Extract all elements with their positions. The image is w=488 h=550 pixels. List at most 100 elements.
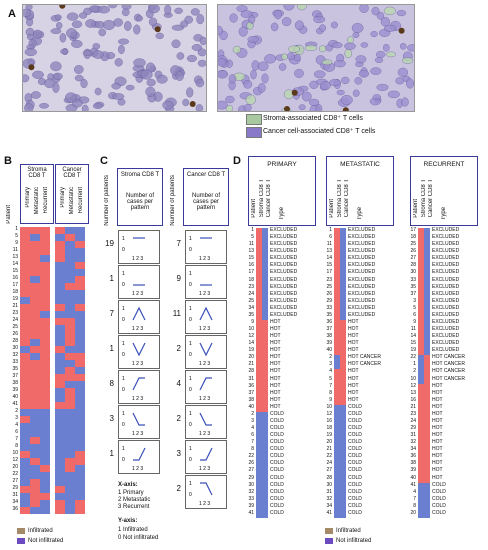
d-type-cell: EXCLUDED xyxy=(270,283,298,290)
cell-nucleus xyxy=(71,39,83,48)
d-type-cell: EXCLUDED xyxy=(432,318,460,325)
b-heat-cell xyxy=(55,458,65,466)
d-patient-number: 34 xyxy=(248,304,254,311)
c-pattern-line xyxy=(132,342,146,357)
cell-nucleus xyxy=(155,32,164,40)
legend-cancer-label: Cancer cell-associated CD8⁺ T cells xyxy=(263,128,376,135)
c-tick-y0: 0 xyxy=(189,387,192,393)
c-tick-y0: 0 xyxy=(189,457,192,463)
d-type-cell: EXCLUDED xyxy=(348,241,376,248)
d-patient-number: 23 xyxy=(410,410,416,417)
c-tick-x: 1 2 3 xyxy=(199,396,210,402)
b-heat-cell xyxy=(20,290,30,298)
d-infiltration-cell xyxy=(418,235,424,243)
d-type-cell: EXCLUDED xyxy=(348,262,376,269)
d-type-cell: HOT xyxy=(432,453,443,460)
d-infiltration-cell xyxy=(256,440,262,448)
d-type-cell: COLD xyxy=(270,481,284,488)
d-patient-number: 25 xyxy=(326,283,332,290)
c-header-cancer: Cancer CD8 T Number of cases per pattern xyxy=(183,168,229,226)
d-patient-number: 23 xyxy=(326,276,332,283)
b-heat-cell xyxy=(55,241,65,249)
d-infiltration-cell xyxy=(340,242,346,250)
d-infiltration-cell xyxy=(262,390,268,399)
d-patient-number: 27 xyxy=(326,467,332,474)
d-infiltration-cell xyxy=(340,503,346,512)
d-infiltration-cell xyxy=(256,369,262,377)
cell-nucleus xyxy=(199,36,206,46)
d-patient-number: 24 xyxy=(248,290,254,297)
b-heat-cell xyxy=(75,332,85,340)
c-pattern-plot: 1 0 1 2 3 xyxy=(118,265,160,299)
c-pattern-line xyxy=(199,306,213,321)
c-pattern-plot: 1 0 1 2 3 xyxy=(185,335,227,369)
d-type-cell: COLD xyxy=(348,502,362,509)
c-tick-y1: 1 xyxy=(122,271,125,277)
c-pattern-count: 1 xyxy=(109,449,114,458)
c-yaxis-item-1: 1 Infiltrated xyxy=(118,527,148,533)
cell-nucleus xyxy=(162,100,174,110)
b-heat-cell xyxy=(30,241,40,249)
d-infiltration-cell xyxy=(340,454,346,462)
b-heat-cell xyxy=(65,325,75,333)
cell-nucleus xyxy=(97,5,110,14)
d-type-cell: EXCLUDED xyxy=(432,340,460,347)
d-type-cell: HOT xyxy=(432,410,443,417)
cell-nucleus xyxy=(112,93,125,100)
d-infiltration-cell xyxy=(418,305,424,314)
d-infiltration-cell xyxy=(334,312,340,321)
d-infiltration-cell xyxy=(340,468,346,476)
b-heat-cell xyxy=(20,311,30,319)
d-infiltration-cell xyxy=(262,228,268,236)
d-type-cell: EXCLUDED xyxy=(432,297,460,304)
c-pattern-count: 2 xyxy=(176,344,181,353)
d-type-cell: HOT xyxy=(432,460,443,467)
c-pattern-line xyxy=(132,377,145,391)
d-patient-number: 33 xyxy=(326,304,332,311)
cell-nucleus xyxy=(24,103,34,111)
d-type-cell: EXCLUDED xyxy=(270,311,298,318)
cell-nucleus xyxy=(401,97,409,107)
d-block-header: PRIMARY Patient Stroma CD8 T Cancer CD8 T Ty… xyxy=(248,156,316,226)
panel-label-c: C xyxy=(100,155,108,167)
cell-nucleus xyxy=(148,5,160,14)
d-patient-number: 8 xyxy=(329,389,332,396)
cell-nucleus xyxy=(374,57,384,63)
b-heat-cell xyxy=(20,297,30,305)
cell-nucleus xyxy=(218,58,227,67)
d-type-cell: HOT xyxy=(432,432,443,439)
b-heat-cell xyxy=(65,458,75,466)
d-infiltration-cell xyxy=(424,489,430,498)
c-pattern-svg: 1 0 1 2 3 xyxy=(189,411,212,437)
b-heat-cell xyxy=(65,262,75,270)
d-patient-number: 11 xyxy=(248,241,254,248)
d-type-cell: COLD xyxy=(270,446,284,453)
b-heat-cell xyxy=(65,507,75,515)
cell-nucleus xyxy=(114,58,123,67)
cell-nucleus xyxy=(301,91,312,102)
cell-nucleus xyxy=(65,92,77,103)
b-patient-number: 16 xyxy=(12,275,18,281)
c-pattern-plot: 1 0 1 2 3 xyxy=(185,300,227,334)
b-heat-cell xyxy=(55,493,65,501)
b-heat-cell xyxy=(55,423,65,431)
cell-nucleus xyxy=(197,48,206,57)
b-heat-cell xyxy=(55,262,65,270)
cell-nucleus xyxy=(146,78,156,87)
b-patient-number: 1 xyxy=(15,226,18,232)
d-patient-label: Patient xyxy=(329,199,335,218)
d-patient-number: 30 xyxy=(410,269,416,276)
b-heat-cell xyxy=(55,346,65,354)
cell-nucleus xyxy=(270,22,279,32)
b-heat-cell xyxy=(20,227,30,235)
b-heat-cell xyxy=(40,325,50,333)
d-patient-number: 26 xyxy=(248,460,254,467)
d-type-cell: COLD xyxy=(348,467,362,474)
cell-nucleus xyxy=(315,104,323,111)
c-tick-x: 1 2 3 xyxy=(132,466,143,472)
d-infiltration-cell xyxy=(424,334,430,342)
cell-nucleus xyxy=(218,100,228,110)
d-infiltration-cell xyxy=(334,263,340,271)
d-type-cell: EXCLUDED xyxy=(270,297,298,304)
b-heat-cell xyxy=(40,353,50,361)
